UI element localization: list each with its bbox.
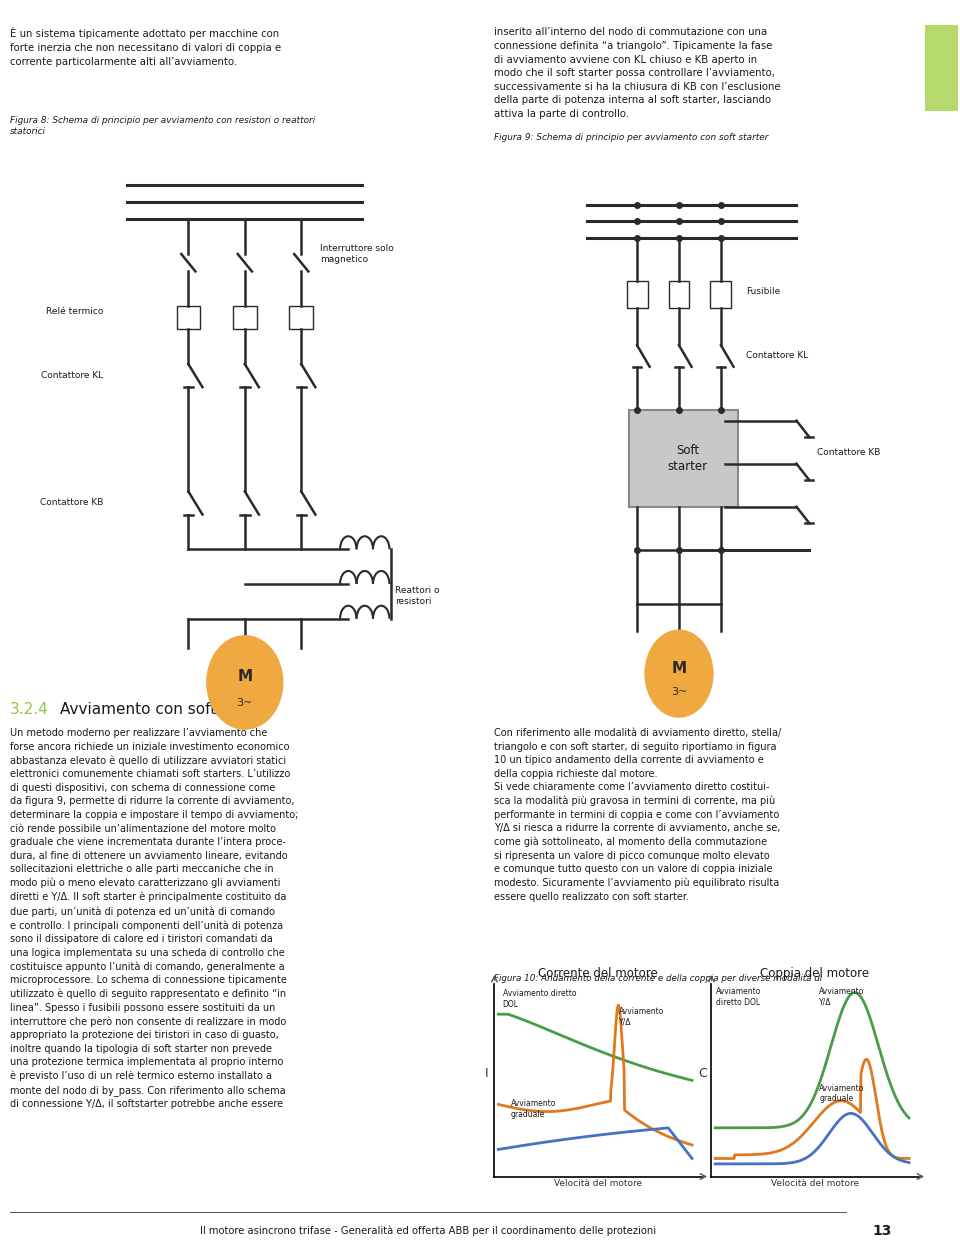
Text: Avviamento
graduale: Avviamento graduale [819,1084,865,1103]
Text: Contattore KL: Contattore KL [41,371,104,380]
Text: Un metodo moderno per realizzare l’avviamento che
forse ancora richiede un inizi: Un metodo moderno per realizzare l’avvia… [10,728,298,1109]
Text: Reattori o
resistori: Reattori o resistori [396,585,440,605]
FancyBboxPatch shape [925,25,958,111]
Text: Fusibile: Fusibile [746,286,780,296]
Text: Con riferimento alle modalità di avviamento diretto, stella/
triangolo e con sof: Con riferimento alle modalità di avviame… [494,728,781,901]
Text: Figura 9: Schema di principio per avviamento con soft starter: Figura 9: Schema di principio per avviam… [494,133,769,142]
Text: Avviamento
diretto DOL: Avviamento diretto DOL [715,987,761,1007]
Text: Figura 10: Andamento della corrente e della coppia per diverse modalità di
avvia: Figura 10: Andamento della corrente e de… [494,974,823,994]
Text: Soft
starter: Soft starter [667,443,708,473]
Text: Avviamento diretto
DOL: Avviamento diretto DOL [503,990,576,1008]
Text: Contattore KL: Contattore KL [746,351,808,361]
Text: inserito all’interno del nodo di commutazione con una
connessione definita “a tr: inserito all’interno del nodo di commuta… [494,27,780,120]
Text: 3 Principali modalità di avviamento di un motore asincrono trifase con rotore a : 3 Principali modalità di avviamento di u… [937,442,947,931]
Text: Relé termico: Relé termico [46,308,104,316]
Text: 3~: 3~ [237,697,252,707]
Text: Contattore KB: Contattore KB [817,448,881,457]
Text: 13: 13 [872,1224,892,1238]
Text: Figura 8: Schema di principio per avviamento con resistori o reattori
statorici: Figura 8: Schema di principio per avviam… [10,116,315,136]
Text: M: M [671,661,686,676]
Bar [668,280,689,308]
Text: Interruttore solo
magnetico: Interruttore solo magnetico [320,244,394,264]
Bar [290,306,313,329]
Bar [627,280,648,308]
Title: Coppia del motore: Coppia del motore [760,966,870,980]
Bar [177,306,200,329]
Y-axis label: I: I [484,1067,488,1081]
Text: Avviamento
graduale: Avviamento graduale [511,1099,557,1119]
Y-axis label: C: C [699,1067,708,1081]
Text: 3~: 3~ [671,687,687,697]
Text: M: M [237,669,252,685]
Text: Avviamento
Y/Δ: Avviamento Y/Δ [619,1007,664,1026]
FancyBboxPatch shape [629,410,737,507]
X-axis label: Velocità del motore: Velocità del motore [771,1179,859,1188]
Text: Contattore KB: Contattore KB [40,498,104,508]
Text: 3.2.4: 3.2.4 [10,702,48,717]
Text: Il motore asincrono trifase - Generalità ed offerta ABB per il coordinamento del: Il motore asincrono trifase - Generalità… [200,1226,656,1236]
Circle shape [207,636,282,728]
Text: Avviamento con soft starter: Avviamento con soft starter [60,702,273,717]
X-axis label: Velocità del motore: Velocità del motore [554,1179,642,1188]
Bar [710,280,732,308]
Text: È un sistema tipicamente adottato per macchine con
forte inerzia che non necessi: È un sistema tipicamente adottato per ma… [10,27,280,66]
Bar [233,306,256,329]
Text: Avviamento
Y/Δ: Avviamento Y/Δ [819,987,865,1007]
Circle shape [645,630,712,717]
Title: Corrente del motore: Corrente del motore [539,966,658,980]
